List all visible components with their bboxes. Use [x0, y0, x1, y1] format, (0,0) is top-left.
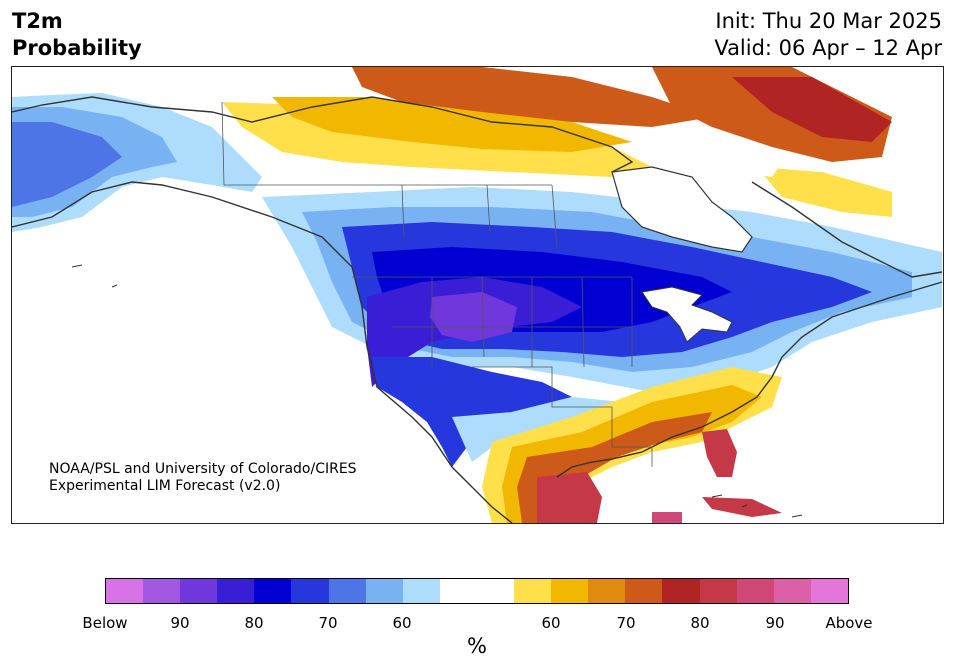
colorbar-cell-12	[551, 579, 589, 603]
fill-canada-amber	[272, 97, 632, 152]
tick-label-below: Below	[82, 614, 128, 632]
title-line-2: Probability	[12, 36, 142, 60]
tick-label-below-90: 90	[170, 614, 190, 632]
fill-hispaniola-pink	[652, 512, 682, 523]
fill-band-violet	[430, 292, 517, 342]
colorbar-cell-15	[662, 579, 700, 603]
tick-label-below-70: 70	[318, 614, 338, 632]
colorbar-cell-1	[143, 579, 181, 603]
credit-note: NOAA/PSL and University of Colorado/CIRE…	[49, 461, 357, 495]
credit-line-2: Experimental LIM Forecast (v2.0)	[49, 478, 281, 494]
colorbar-cell-8	[402, 579, 440, 603]
hudson-bay	[611, 166, 753, 253]
colorbar-cell-7	[365, 579, 403, 603]
colorbar-cell-10	[476, 579, 515, 603]
colorbar-unit: %	[467, 634, 487, 658]
tick-label-above-80: 80	[690, 614, 710, 632]
fill-mexico-red	[537, 472, 602, 523]
fill-quebec-yellow	[757, 167, 892, 217]
fill-southwest-blue	[372, 357, 572, 467]
colorbar-cell-5	[291, 579, 329, 603]
fill-florida-red	[702, 429, 737, 477]
coastline	[12, 96, 943, 523]
colorbar	[105, 578, 849, 604]
valid-date: Valid: 06 Apr – 12 Apr	[714, 36, 942, 60]
probability-map	[11, 66, 944, 524]
colorbar-cell-16	[699, 579, 737, 603]
colorbar-cell-9	[439, 579, 477, 603]
tick-label-above: Above	[825, 614, 873, 632]
island-specks	[71, 264, 803, 518]
tick-label-above-70: 70	[616, 614, 636, 632]
colorbar-cell-14	[625, 579, 663, 603]
tick-label-above-60: 60	[541, 614, 561, 632]
colorbar-cell-2	[180, 579, 218, 603]
init-date: Init: Thu 20 Mar 2025	[715, 9, 942, 33]
colorbar-cell-3	[217, 579, 255, 603]
fill-greenland-red	[732, 77, 892, 142]
colorbar-cell-18	[773, 579, 811, 603]
colorbar-cell-19	[810, 579, 848, 603]
great-lakes	[641, 286, 733, 343]
greenland-interior	[672, 127, 782, 177]
colorbar-cell-6	[328, 579, 366, 603]
colorbar-cell-11	[514, 579, 552, 603]
colorbar-cell-13	[588, 579, 626, 603]
colorbar-cell-17	[736, 579, 774, 603]
colorbar-cell-4	[254, 579, 292, 603]
colorbar-cell-0	[106, 579, 144, 603]
borders	[221, 101, 653, 467]
title-line-1: T2m	[12, 9, 63, 33]
tick-label-below-80: 80	[244, 614, 264, 632]
tick-label-above-90: 90	[765, 614, 785, 632]
forecast-dates: Init: Thu 20 Mar 2025 Valid: 06 Apr – 12…	[714, 8, 942, 62]
map-svg	[12, 67, 943, 523]
credit-line-1: NOAA/PSL and University of Colorado/CIRE…	[49, 461, 357, 477]
fill-canada-orange	[352, 67, 712, 127]
tick-label-below-60: 60	[392, 614, 412, 632]
fill-alaska-deep	[12, 122, 122, 207]
map-title: T2m Probability	[12, 8, 142, 62]
